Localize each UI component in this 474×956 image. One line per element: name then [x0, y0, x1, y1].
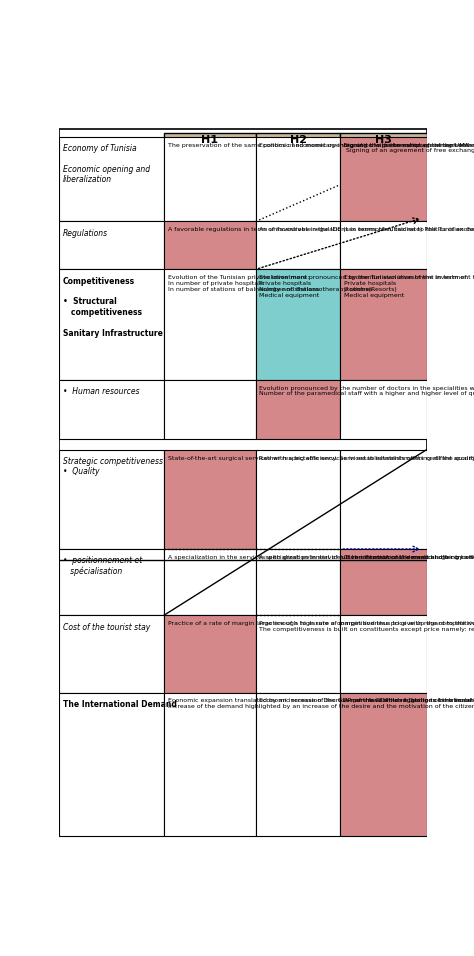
- Bar: [59, 380, 164, 439]
- Text: The preservation of the same politics of economic opening and the preservation o: The preservation of the same politics of…: [168, 142, 474, 147]
- Bar: [340, 137, 427, 222]
- Text: H3: H3: [375, 136, 392, 145]
- Bar: [256, 449, 340, 549]
- Bar: [164, 616, 256, 692]
- Bar: [164, 449, 256, 549]
- Bar: [164, 549, 256, 616]
- Text: Exponential evolution of the investment further to the intensification of the ID: Exponential evolution of the investment …: [344, 275, 474, 297]
- Bar: [59, 449, 164, 549]
- Text: Economy of Tunisia

Economic opening and
liberalization: Economy of Tunisia Economic opening and …: [63, 144, 150, 185]
- Bar: [164, 380, 256, 439]
- Text: The International Demand: The International Demand: [63, 700, 177, 709]
- Text: Evolution pronounced by the number of doctors in the specialities with big inter: Evolution pronounced by the number of do…: [259, 385, 474, 397]
- Bar: [59, 692, 164, 836]
- Bar: [59, 549, 164, 616]
- Text: Practice of a rate of margin large enough to assure a competitiveness price with: Practice of a rate of margin large enoug…: [168, 621, 474, 626]
- Bar: [340, 380, 427, 439]
- Bar: [340, 270, 427, 380]
- Bar: [164, 270, 256, 380]
- Bar: [340, 616, 427, 692]
- Bar: [340, 133, 427, 148]
- Text: Economic and monetary integration with the members of the UMA essentially with L: Economic and monetary integration with t…: [259, 142, 474, 147]
- Bar: [59, 616, 164, 692]
- Bar: [340, 692, 427, 836]
- Text: State-of-the-art surgical services with a big efficiency. Services in establishm: State-of-the-art surgical services with …: [168, 456, 474, 461]
- Bar: [164, 133, 256, 148]
- Bar: [59, 270, 164, 380]
- Text: Economic expansion translated by an increase of the GDP per head which is going : Economic expansion translated by an incr…: [168, 699, 474, 709]
- Text: A specialization in the services with great potential of future international de: A specialization in the services with gr…: [168, 554, 474, 560]
- Text: Strategic competitiveness
•  Quality: Strategic competitiveness • Quality: [63, 457, 163, 476]
- Text: A more favorable regulations in national insurance scheme favoring the appeal of: A more favorable regulations in national…: [344, 699, 474, 704]
- Bar: [256, 137, 340, 222]
- Text: Signing of a partnership agreement with the countries of the EU for the service : Signing of a partnership agreement with …: [344, 142, 474, 154]
- Text: Evolution more pronounced by the Tunisian investment in term of:
Private hospita: Evolution more pronounced by the Tunisia…: [259, 275, 469, 297]
- Text: •  positionnement et
   spécialisation: • positionnement et spécialisation: [63, 556, 142, 576]
- Bar: [340, 549, 427, 616]
- Text: A favorable regulations in term of incentives in the IDE (tax exemption, tax rat: A favorable regulations in term of incen…: [168, 228, 474, 232]
- Text: Competitiveness

•  Structural
   competitiveness

Sanitary Infrastructure: Competitiveness • Structural competitive…: [63, 276, 163, 337]
- Text: A specialization in services if the international demand is going to accuse a de: A specialization in services if the inte…: [259, 554, 474, 560]
- Bar: [164, 137, 256, 222]
- Text: Practice of a high rate of margin and thus to give up the competitiveness price.: Practice of a high rate of margin and th…: [259, 621, 474, 632]
- Bar: [256, 616, 340, 692]
- Bar: [256, 549, 340, 616]
- Bar: [164, 692, 256, 836]
- Bar: [59, 137, 164, 222]
- Text: An unfavourable regulations in terms of subsidies to the Tunisian deprived inves: An unfavourable regulations in terms of …: [259, 228, 474, 232]
- Text: Rather respectable services in establishments offering all the qualifying elemen: Rather respectable services in establish…: [259, 456, 474, 461]
- Text: Regulations: Regulations: [63, 228, 108, 238]
- Bar: [256, 692, 340, 836]
- Text: H1: H1: [201, 136, 219, 145]
- Bar: [256, 133, 340, 148]
- Text: Evolution of the Tunisian private investment:
In number of private hospitals
In : Evolution of the Tunisian private invest…: [168, 275, 372, 292]
- Bar: [340, 222, 427, 270]
- Text: •  Human resources: • Human resources: [63, 387, 139, 396]
- Bar: [340, 449, 427, 549]
- Text: Economic recession Decrease of the GDP head Decline of the income. Decrease of t: Economic recession Decrease of the GDP h…: [259, 699, 474, 704]
- Text: Cost of the tourist stay: Cost of the tourist stay: [63, 622, 150, 632]
- Bar: [256, 380, 340, 439]
- Bar: [59, 222, 164, 270]
- Bar: [256, 270, 340, 380]
- Bar: [164, 222, 256, 270]
- Bar: [256, 222, 340, 270]
- Text: Diversification of the medical offer by offering a vast choice of services: Diversification of the medical offer by …: [344, 554, 474, 560]
- Text: H2: H2: [290, 136, 307, 145]
